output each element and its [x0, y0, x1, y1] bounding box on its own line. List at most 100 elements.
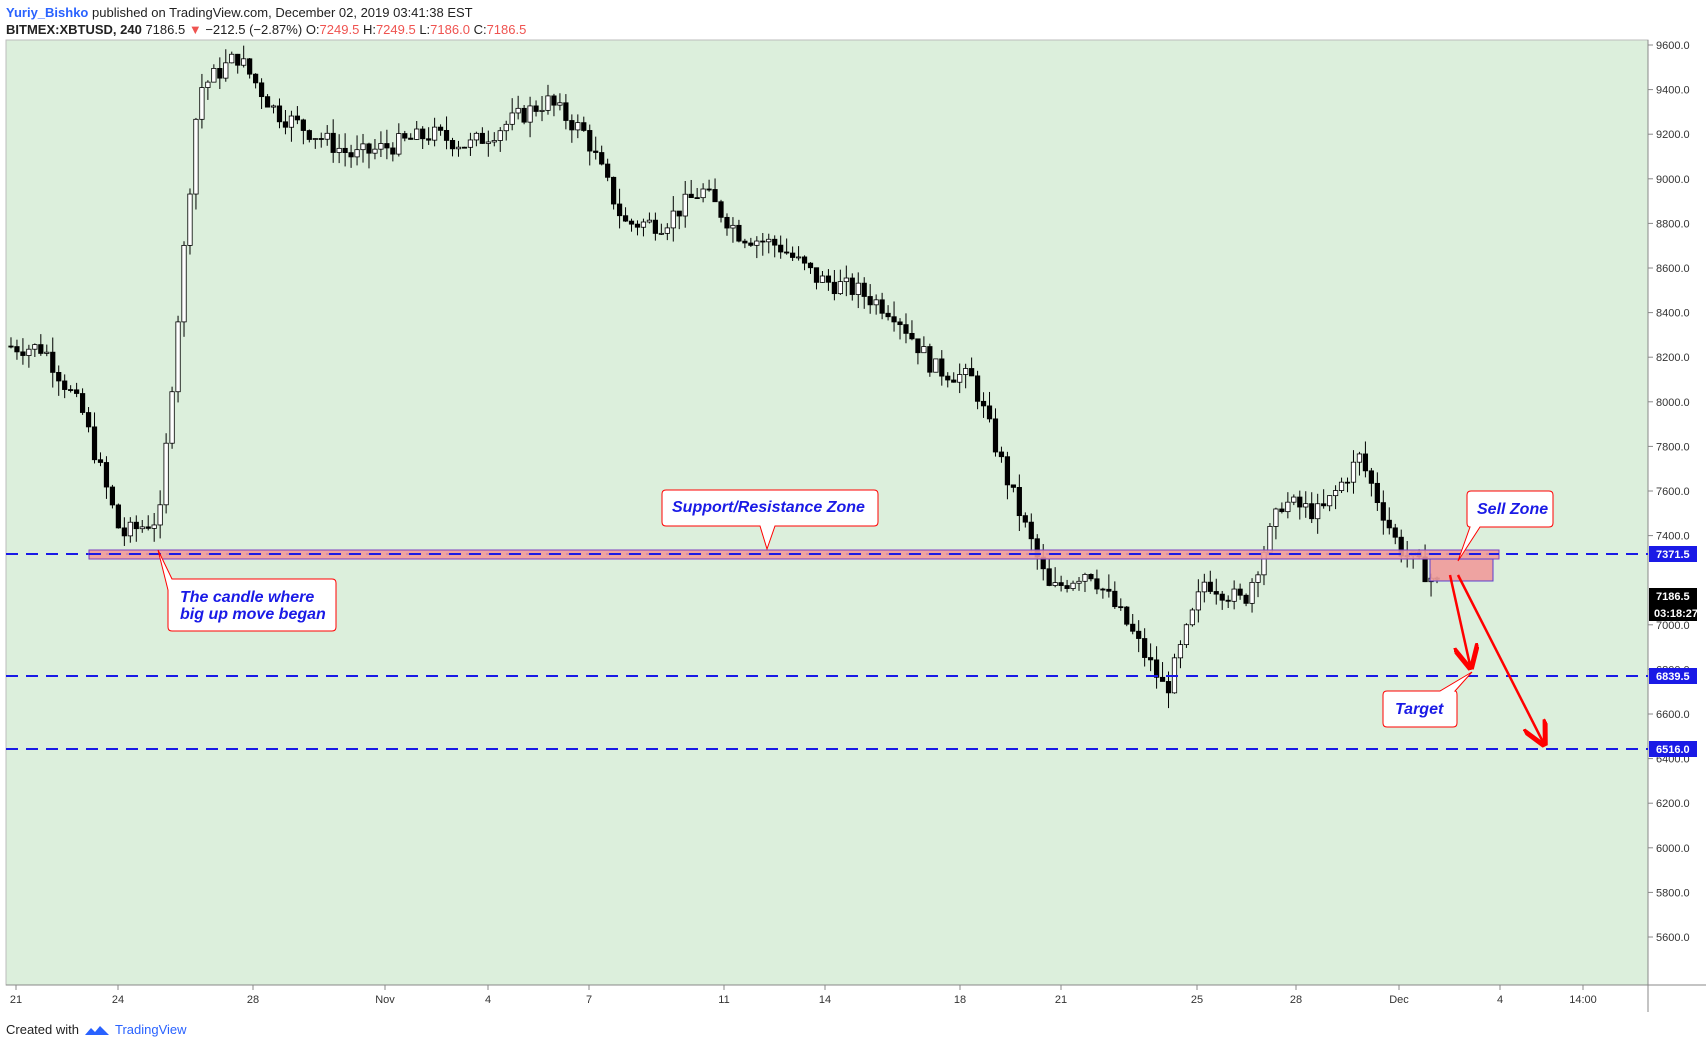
- callout-target[interactable]: Target: [1382, 671, 1473, 728]
- candle-up: [527, 105, 533, 123]
- candle-down: [807, 262, 814, 269]
- candle-down: [437, 126, 444, 131]
- candle-down: [1344, 481, 1351, 484]
- callout-sr-zone[interactable]: Support/Resistance Zone: [661, 489, 879, 551]
- author-link[interactable]: Yuriy_Bishko: [6, 5, 89, 20]
- candle-down: [1165, 681, 1172, 694]
- candle-up: [199, 87, 205, 120]
- high-label: H:: [362, 22, 376, 37]
- candle-down: [581, 122, 587, 131]
- time-tick-label: 14:00: [1569, 994, 1597, 1006]
- candle-down: [533, 105, 539, 112]
- level-tag-7371-text: 7371.5: [1656, 549, 1690, 561]
- candle-down: [611, 176, 617, 205]
- time-tick-label: Nov: [375, 994, 395, 1006]
- candle-down: [945, 375, 951, 381]
- candle-down: [1153, 659, 1160, 678]
- time-tick-label: 4: [1497, 994, 1503, 1006]
- candle-down: [1362, 453, 1369, 472]
- time-axis[interactable]: 21 24 28 Nov 4 7 11 14 18 21 25 28 Dec 4 14:00: [10, 985, 1597, 1006]
- candle-up: [1189, 609, 1195, 626]
- candle-down: [62, 380, 68, 390]
- candle-down: [1309, 503, 1315, 520]
- open-value: 7249.5: [319, 22, 360, 37]
- candle-down: [115, 504, 121, 529]
- candle-up: [288, 115, 295, 128]
- callout-candle-note[interactable]: The candle where big up move began: [157, 549, 337, 632]
- candle-down: [133, 521, 139, 530]
- candle-down: [479, 132, 485, 144]
- candle-up: [1350, 461, 1357, 483]
- candle-down: [1058, 582, 1064, 586]
- candle-up: [1231, 588, 1237, 602]
- candle-up: [1303, 503, 1309, 508]
- candle-down: [366, 143, 372, 154]
- candle-down: [521, 107, 527, 123]
- time-tick-label: 28: [1290, 994, 1302, 1006]
- time-tick-label: 24: [112, 994, 124, 1006]
- candle-up: [467, 139, 474, 148]
- candle-up: [229, 53, 235, 64]
- candle-down: [760, 240, 766, 243]
- price-tick-label: 5800.0: [1656, 887, 1690, 899]
- candle-down: [390, 147, 396, 155]
- candle-down: [1022, 515, 1028, 523]
- candle-down: [14, 346, 20, 353]
- candle-down: [652, 219, 658, 234]
- candle-down: [1142, 638, 1148, 658]
- candle-down: [974, 375, 981, 402]
- symbol-label[interactable]: BITMEX:XBTUSD, 240: [6, 22, 142, 37]
- candle-up: [157, 504, 163, 526]
- time-tick-label: 4: [485, 994, 491, 1006]
- candle-down: [712, 189, 718, 203]
- candle-down: [628, 220, 635, 225]
- candle-down: [247, 58, 253, 75]
- candle-down: [235, 53, 241, 66]
- candle-down: [694, 197, 700, 200]
- candle-down: [68, 389, 74, 391]
- candle-down: [1368, 470, 1374, 484]
- price-tick-label: 7400.0: [1656, 531, 1690, 543]
- price-axis[interactable]: 9600.0 9400.0 9200.0 9000.0 8800.0 8600.0 8400…: [1648, 40, 1690, 944]
- candle-up: [664, 227, 670, 234]
- candle-up: [205, 81, 211, 88]
- candle-down: [1386, 519, 1392, 529]
- candle-down: [426, 138, 432, 141]
- tradingview-brand-link[interactable]: TradingView: [114, 1022, 187, 1037]
- candle-down: [8, 345, 14, 348]
- candle-down: [85, 412, 92, 428]
- candle-up: [658, 232, 664, 235]
- candle-down: [282, 121, 289, 128]
- callout-sell-zone[interactable]: Sell Zone: [1457, 490, 1554, 562]
- candle-down: [121, 527, 127, 537]
- price-tick-label: 8800.0: [1656, 218, 1690, 230]
- candle-up: [1267, 526, 1273, 553]
- candle-down: [825, 275, 832, 283]
- candle-down: [736, 224, 742, 242]
- candle-down: [384, 143, 390, 149]
- candle-up: [837, 281, 843, 295]
- time-tick-label: 25: [1191, 994, 1203, 1006]
- candle-up: [855, 282, 861, 295]
- sell-zone-rect[interactable]: [1429, 558, 1494, 582]
- candle-down: [634, 223, 641, 228]
- candle-down: [276, 105, 283, 123]
- candle-down: [980, 400, 987, 407]
- candle-up: [378, 143, 384, 150]
- price-tick-label: 7600.0: [1656, 486, 1690, 498]
- candle-down: [253, 73, 259, 84]
- candle-down: [408, 137, 414, 140]
- candle-down: [616, 203, 623, 217]
- footer: Created with TradingView: [6, 1022, 187, 1037]
- candle-down: [443, 130, 450, 141]
- candle-down: [217, 68, 223, 79]
- last-price: 7186.5: [145, 22, 186, 37]
- candle-down: [1046, 568, 1052, 586]
- short-arrow-1: [1448, 574, 1470, 665]
- candle-down: [605, 163, 611, 178]
- candle-up: [455, 146, 462, 150]
- candle-up: [193, 118, 199, 195]
- candle-up: [682, 193, 688, 217]
- candle-up: [485, 141, 491, 144]
